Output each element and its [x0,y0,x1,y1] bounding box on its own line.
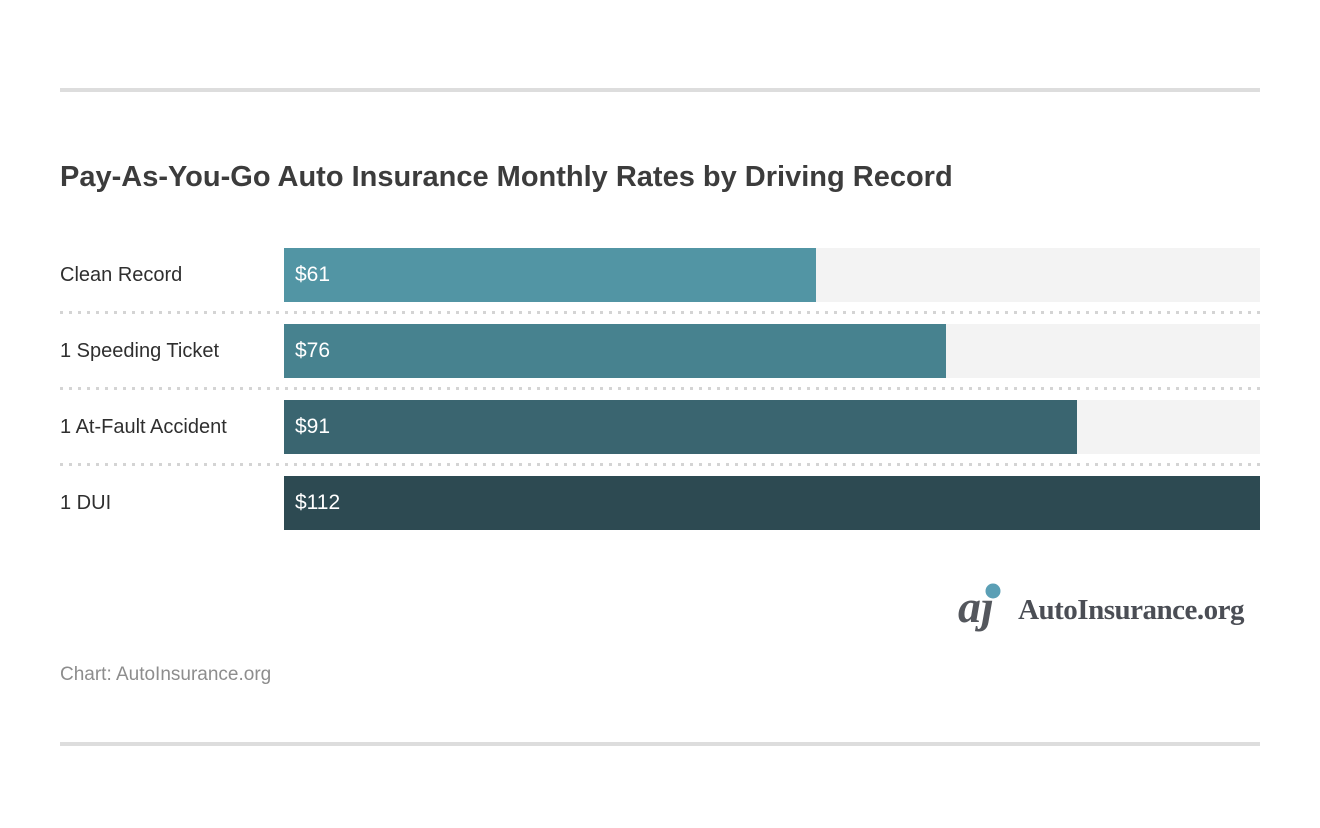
bar-dui: $112 [284,476,1260,530]
bar-row: Clean Record $61 [60,248,1260,302]
bar-value-label: $76 [295,339,331,362]
bar-track: $91 [284,400,1260,454]
bar-row: 1 At-Fault Accident $91 [60,400,1260,454]
category-label: 1 DUI [60,491,112,514]
category-label: Clean Record [60,263,183,286]
bar-chart: Clean Record $61 1 Speeding Ticket $76 1… [60,248,1260,530]
bottom-divider [60,742,1260,746]
bar-value-label: $112 [295,491,341,514]
brand-logo: aȷ AutoInsurance.org [60,581,1260,638]
bar-clean-record: $61 [284,248,816,302]
bar-speeding-ticket: $76 [284,324,947,378]
dotted-separator [60,387,1260,390]
bar-track: $76 [284,324,1260,378]
top-divider [60,88,1260,92]
bar-row: 1 Speeding Ticket $76 [60,324,1260,378]
chart-page: Pay-As-You-Go Auto Insurance Monthly Rat… [0,88,1320,828]
autoinsurance-logo-icon: aȷ [958,581,1001,632]
category-label: 1 At-Fault Accident [60,415,227,438]
bar-track: $61 [284,248,1260,302]
bar-track: $112 [284,476,1260,530]
dotted-separator [60,311,1260,314]
category-label: 1 Speeding Ticket [60,339,219,362]
bar-row: 1 DUI $112 [60,476,1260,530]
brand-wordmark: AutoInsurance.org [1018,593,1244,626]
chart-attribution: Chart: AutoInsurance.org [60,664,272,685]
bar-value-label: $61 [295,263,331,286]
bar-at-fault-accident: $91 [284,400,1077,454]
dotted-separator [60,463,1260,466]
chart-title: Pay-As-You-Go Auto Insurance Monthly Rat… [60,161,953,193]
bar-value-label: $91 [295,415,331,438]
